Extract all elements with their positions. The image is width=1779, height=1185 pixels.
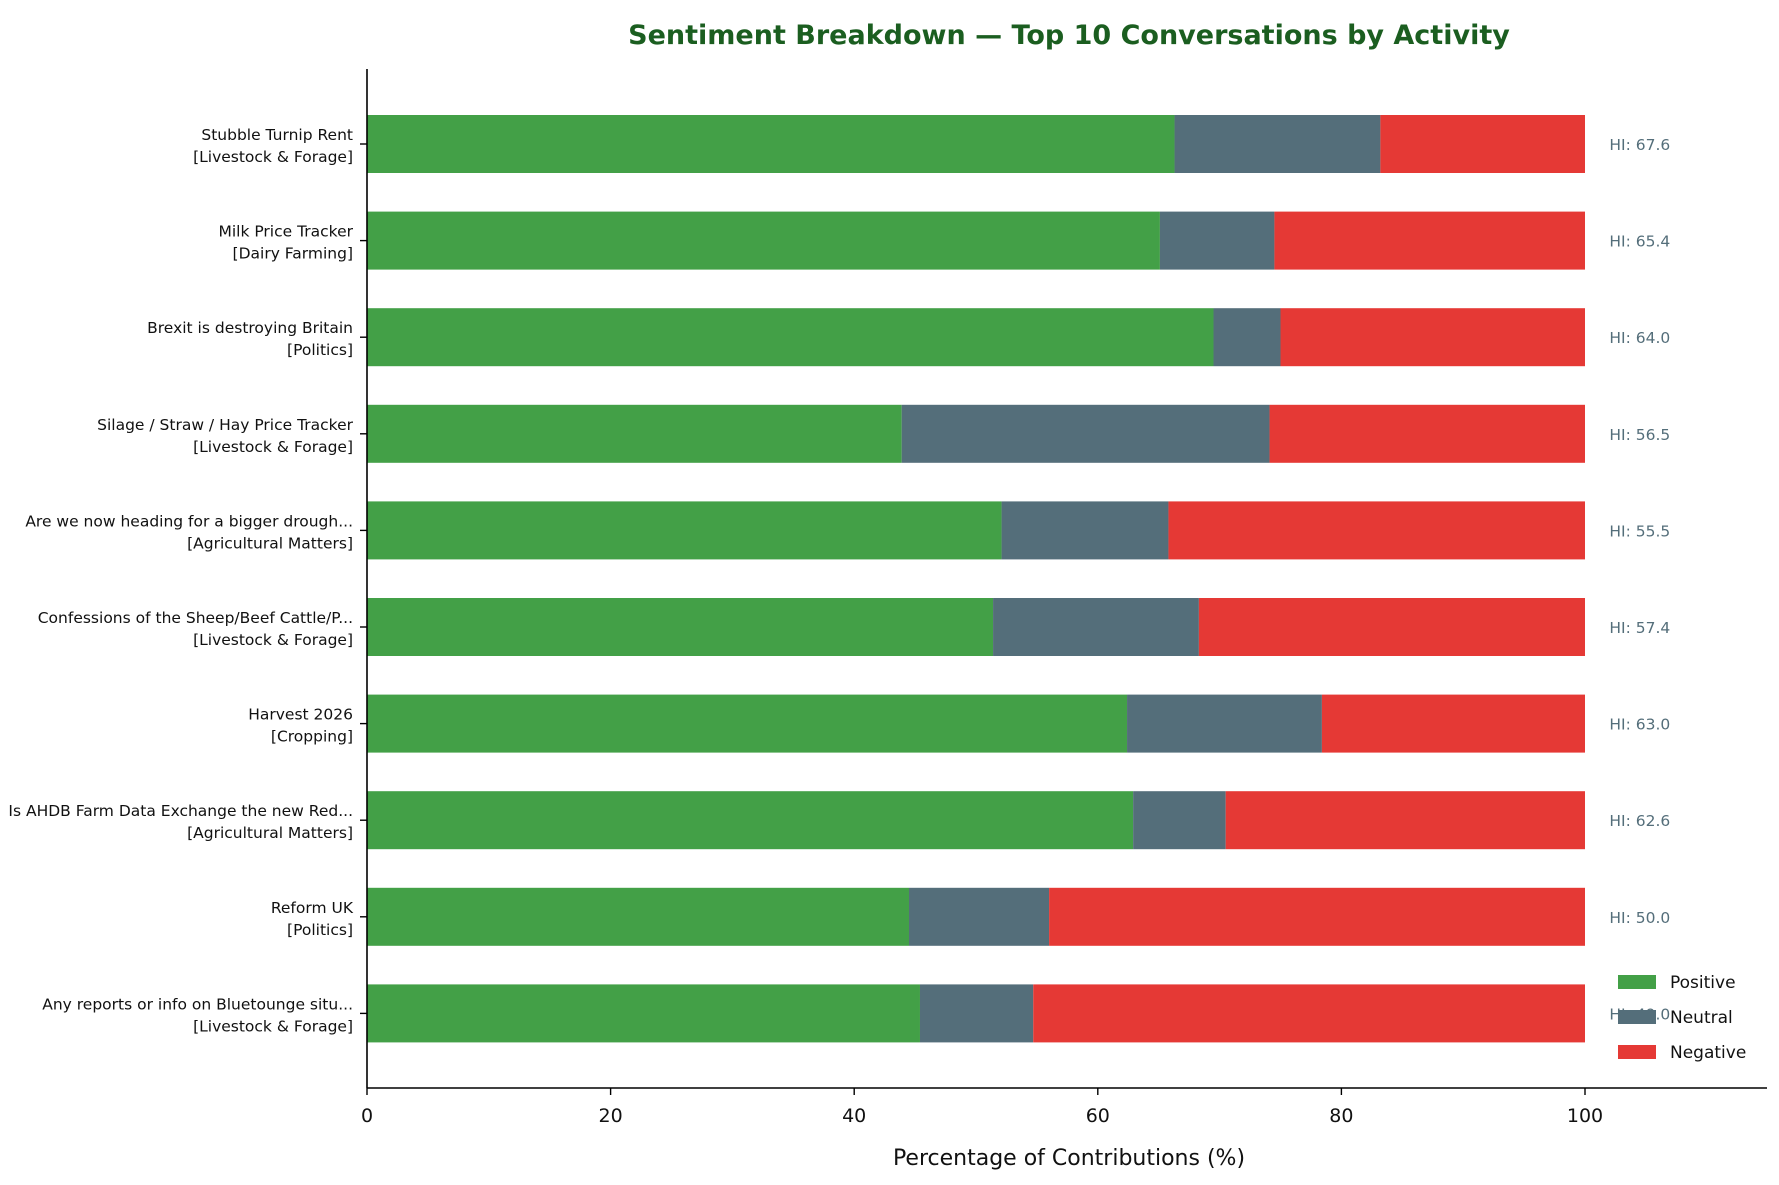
bar-negative-6 [1198, 598, 1585, 656]
category-group: [Politics] [287, 341, 353, 359]
legend-swatch-negative [1618, 1045, 1656, 1059]
legend-swatch-positive [1618, 975, 1656, 989]
bar-neutral-1 [1174, 115, 1381, 173]
x-tick-label: 0 [361, 1105, 373, 1127]
bar-negative-3 [1280, 308, 1585, 367]
category-name: Reform UK [271, 899, 354, 917]
bar-positive-7 [367, 694, 1128, 753]
bar-positive-3 [367, 308, 1214, 367]
hi-annotation: HI: 57.4 [1609, 619, 1670, 637]
category-name: Silage / Straw / Hay Price Tracker [97, 416, 353, 434]
bar-negative-5 [1168, 501, 1585, 560]
hi-annotation: HI: 65.4 [1609, 233, 1670, 251]
category-group: [Dairy Farming] [233, 245, 353, 263]
hi-annotation: HI: 67.6 [1609, 136, 1670, 154]
hi-annotation: HI: 55.5 [1609, 522, 1670, 540]
category-name: Is AHDB Farm Data Exchange the new Red..… [8, 802, 353, 820]
bar-positive-4 [367, 404, 902, 463]
bar-negative-1 [1380, 115, 1585, 173]
bar-negative-2 [1274, 211, 1585, 270]
bar-negative-10 [1033, 984, 1585, 1043]
bar-negative-4 [1269, 404, 1585, 463]
category-name: Are we now heading for a bigger drough..… [25, 512, 353, 530]
category-name: Any reports or info on Bluetounge situ..… [42, 995, 353, 1013]
x-tick-label: 100 [1567, 1105, 1603, 1127]
hi-annotation: HI: 63.0 [1609, 716, 1670, 734]
category-group: [Livestock & Forage] [193, 1017, 353, 1035]
category-name: Harvest 2026 [248, 706, 353, 724]
x-tick-label: 40 [842, 1105, 866, 1127]
bar-neutral-4 [901, 404, 1270, 463]
legend: Positive Neutral Negative [1618, 973, 1746, 1063]
bars-layer [367, 115, 1585, 1043]
category-group: [Agricultural Matters] [187, 534, 353, 552]
x-tick-label: 20 [599, 1105, 623, 1127]
bar-neutral-10 [919, 984, 1034, 1043]
category-group: [Livestock & Forage] [193, 438, 353, 456]
category-group: [Agricultural Matters] [187, 824, 353, 842]
category-group: [Livestock & Forage] [193, 631, 353, 649]
x-axis-label: Percentage of Contributions (%) [893, 1146, 1245, 1171]
legend-label-positive: Positive [1670, 973, 1736, 993]
legend-label-neutral: Neutral [1670, 1008, 1733, 1028]
bar-negative-7 [1321, 694, 1585, 753]
bar-positive-2 [367, 211, 1160, 270]
bar-neutral-2 [1159, 211, 1275, 270]
bar-neutral-3 [1213, 308, 1281, 367]
bar-positive-8 [367, 791, 1134, 850]
x-tick-label: 80 [1329, 1105, 1353, 1127]
bar-negative-8 [1225, 791, 1585, 850]
bar-neutral-6 [993, 598, 1199, 656]
bar-neutral-8 [1133, 791, 1226, 850]
x-tick-label: 60 [1086, 1105, 1110, 1127]
bar-positive-9 [367, 887, 910, 946]
bar-positive-5 [367, 501, 1002, 560]
category-group: [Livestock & Forage] [193, 148, 353, 166]
axes-layer: 0 20 40 60 80 100 [361, 69, 1767, 1127]
chart-title: Sentiment Breakdown — Top 10 Conversatio… [628, 20, 1510, 51]
bar-negative-9 [1049, 887, 1585, 946]
category-name: Milk Price Tracker [218, 223, 353, 241]
bar-neutral-5 [1001, 501, 1169, 560]
category-name: Confessions of the Sheep/Beef Cattle/P..… [38, 609, 353, 627]
hi-annotations: HI: 67.6 HI: 65.4 HI: 64.0 HI: 56.5 HI: 55.5… [1609, 136, 1670, 1023]
hi-annotation: HI: 64.0 [1609, 329, 1670, 347]
hi-annotation: HI: 62.6 [1609, 812, 1670, 830]
bar-positive-6 [367, 598, 994, 656]
category-labels: Stubble Turnip Rent [Livestock & Forage] M… [8, 126, 367, 1035]
category-group: [Cropping] [271, 728, 353, 746]
bar-neutral-9 [909, 887, 1050, 946]
legend-swatch-neutral [1618, 1010, 1656, 1024]
hi-annotation: HI: 56.5 [1609, 426, 1670, 444]
bar-positive-1 [367, 115, 1175, 173]
category-name: Stubble Turnip Rent [201, 126, 353, 144]
hi-annotation: HI: 50.0 [1609, 909, 1670, 927]
legend-label-negative: Negative [1670, 1043, 1746, 1063]
bar-positive-10 [367, 984, 920, 1043]
category-group: [Politics] [287, 921, 353, 939]
bar-neutral-7 [1127, 694, 1322, 753]
category-name: Brexit is destroying Britain [147, 319, 353, 337]
